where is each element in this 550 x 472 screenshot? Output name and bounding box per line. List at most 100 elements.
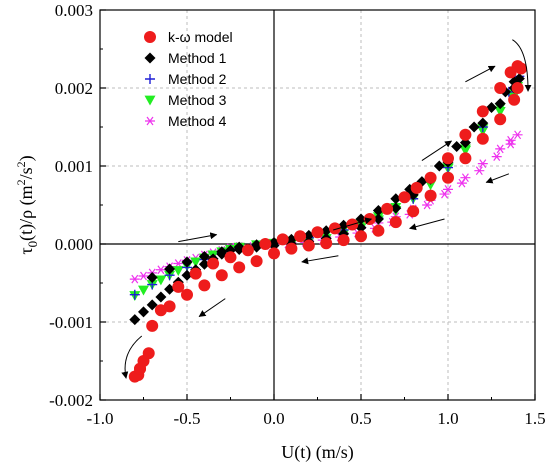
data-point <box>422 200 433 210</box>
series-2 <box>129 73 525 326</box>
data-point <box>424 171 437 184</box>
turning-arrow <box>512 39 532 92</box>
data-point <box>129 289 140 300</box>
y-tick-label: 0.003 <box>55 1 93 20</box>
data-point <box>451 141 463 152</box>
data-point <box>138 271 149 281</box>
data-point <box>138 306 149 318</box>
plot-frame <box>99 9 536 401</box>
data-point <box>241 244 254 257</box>
legend-label: Method 3 <box>168 92 227 108</box>
y-tick-label: -0.001 <box>49 313 93 332</box>
data-point <box>198 250 210 262</box>
data-point <box>494 82 507 94</box>
data-point <box>285 242 298 255</box>
data-point <box>129 274 140 284</box>
data-point <box>495 144 506 154</box>
y-tick-label: -0.002 <box>49 391 93 410</box>
legend-label: Method 2 <box>168 71 227 87</box>
legend-label: k-ω model <box>168 29 233 45</box>
data-point <box>172 266 184 277</box>
data-point <box>494 113 507 126</box>
data-point <box>372 204 384 216</box>
data-point <box>155 275 167 286</box>
x-tick-label: 0.0 <box>263 409 284 428</box>
data-point <box>410 181 423 194</box>
data-point <box>189 267 202 280</box>
data-point <box>511 82 524 94</box>
data-point <box>476 132 489 145</box>
direction-arrow <box>333 217 373 231</box>
grid-lines <box>100 10 535 400</box>
data-point <box>477 159 488 169</box>
annotation-arrows <box>121 39 532 379</box>
data-point <box>311 226 324 239</box>
data-point <box>146 319 159 332</box>
y-axis-title-part: /s <box>16 167 36 179</box>
data-point <box>155 265 166 275</box>
data-point <box>181 256 193 268</box>
data-point <box>155 291 167 303</box>
direction-arrow <box>421 140 453 161</box>
y-axis-title-part: (t)/ρ (m <box>16 185 37 240</box>
legend-item: Method 3 <box>144 92 227 108</box>
data-point <box>390 193 402 205</box>
y-axis: -0.002 -0.001 0.000 0.001 0.002 0.003 <box>49 1 106 410</box>
data-point <box>134 362 147 375</box>
data-point <box>459 152 472 165</box>
data-point <box>129 314 141 326</box>
data-point <box>215 269 228 282</box>
data-point <box>302 239 315 252</box>
data-point <box>494 107 506 117</box>
x-tick-label: 0.5 <box>350 409 371 428</box>
data-point <box>372 224 385 237</box>
y-tick-label: 0.001 <box>55 157 93 176</box>
data-point <box>424 189 437 202</box>
data-point <box>505 139 516 149</box>
y-axis-title-part: ) <box>16 155 37 161</box>
data-point <box>372 213 384 225</box>
data-point <box>320 237 333 250</box>
legend-marker <box>144 31 156 43</box>
data-point <box>381 202 394 215</box>
legend-item: Method 2 <box>145 71 227 87</box>
data-point <box>459 128 472 141</box>
x-tick-label: -0.5 <box>174 409 201 428</box>
data-point <box>459 146 471 156</box>
data-point <box>207 257 220 270</box>
data-point <box>433 160 445 172</box>
data-point <box>442 152 454 165</box>
y-tick-label: 0.000 <box>55 235 93 254</box>
data-point <box>476 105 489 118</box>
data-point <box>513 73 525 85</box>
y-axis-title: τ0(t)/ρ (m2/s2) <box>14 155 40 254</box>
x-tick-label: 1.5 <box>524 409 545 428</box>
turning-arrow <box>121 335 143 379</box>
direction-arrow <box>198 298 226 317</box>
data-point <box>468 121 480 133</box>
data-point <box>190 257 202 268</box>
data-point <box>164 263 176 275</box>
data-point <box>505 135 516 145</box>
data-point <box>233 243 245 255</box>
y-tick-label: 0.002 <box>55 79 93 98</box>
y-axis-title-part: 0 <box>25 241 40 248</box>
data-point <box>460 173 471 183</box>
data-point <box>146 299 158 311</box>
series-1 <box>128 60 528 383</box>
data-point <box>250 255 263 268</box>
legend-item: Method 1 <box>144 50 227 66</box>
data-point <box>337 234 350 247</box>
data-point <box>138 285 149 296</box>
data-point <box>390 202 402 214</box>
data-point <box>515 62 528 75</box>
data-point <box>494 98 506 110</box>
legend-label: Method 4 <box>168 113 227 129</box>
legend-item: Method 4 <box>145 113 227 129</box>
direction-arrow <box>465 65 496 83</box>
data-point <box>181 269 193 281</box>
data-point <box>233 261 246 274</box>
legend-marker <box>144 52 156 64</box>
legend: k-ω model Method 1 Method 2 Method 3 Method … <box>144 29 233 129</box>
